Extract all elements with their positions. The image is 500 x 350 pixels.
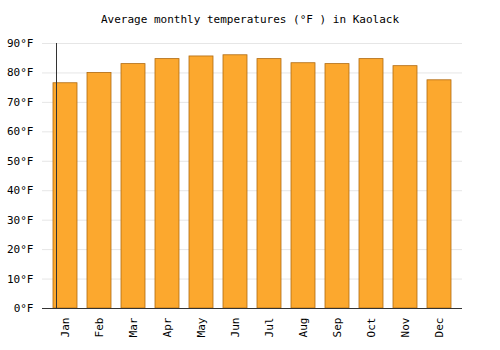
svg-text:40°F: 40°F	[7, 184, 34, 197]
svg-text:10°F: 10°F	[7, 273, 34, 286]
svg-text:May: May	[195, 317, 208, 337]
svg-text:Apr: Apr	[161, 317, 174, 337]
svg-text:Dec: Dec	[433, 318, 446, 338]
svg-text:30°F: 30°F	[7, 214, 34, 227]
svg-text:Jan: Jan	[59, 318, 72, 338]
svg-text:0°F: 0°F	[14, 302, 34, 315]
svg-text:Mar: Mar	[127, 317, 140, 337]
svg-text:Nov: Nov	[399, 317, 412, 337]
svg-text:50°F: 50°F	[7, 155, 34, 168]
svg-text:60°F: 60°F	[7, 125, 34, 138]
svg-text:70°F: 70°F	[7, 96, 34, 109]
svg-text:Jul: Jul	[263, 318, 276, 338]
svg-text:80°F: 80°F	[7, 66, 34, 79]
svg-text:Oct: Oct	[365, 318, 378, 338]
svg-text:20°F: 20°F	[7, 243, 34, 256]
svg-text:Sep: Sep	[331, 318, 344, 338]
svg-text:Feb: Feb	[93, 318, 106, 338]
svg-text:Aug: Aug	[297, 318, 310, 338]
html-text:Average monthly temperatures (: Average monthly temperatures (°F ) in Ka…	[101, 13, 399, 26]
svg-text:Jun: Jun	[229, 318, 242, 338]
svg-text:90°F: 90°F	[7, 37, 34, 50]
